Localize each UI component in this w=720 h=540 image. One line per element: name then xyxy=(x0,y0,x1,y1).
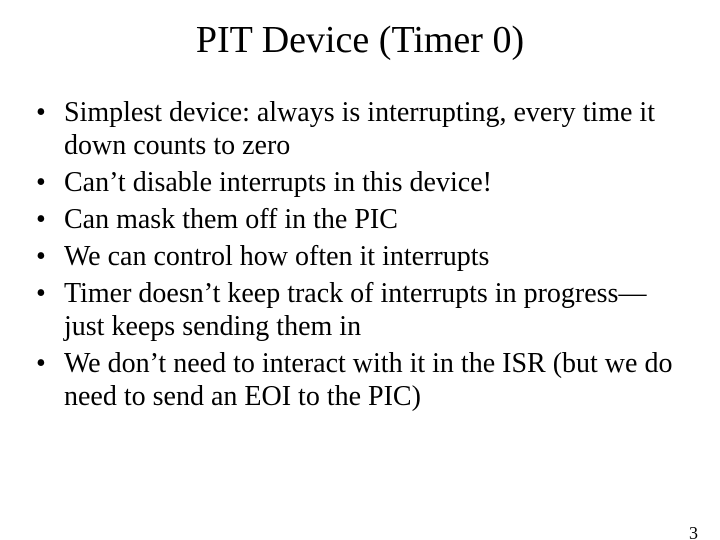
slide: PIT Device (Timer 0) Simplest device: al… xyxy=(0,18,720,540)
bullet-item: We can control how often it interrupts xyxy=(34,240,680,273)
bullet-item: Can’t disable interrupts in this device! xyxy=(34,166,680,199)
bullet-item: We don’t need to interact with it in the… xyxy=(34,347,680,413)
slide-title: PIT Device (Timer 0) xyxy=(0,18,720,62)
slide-body: Simplest device: always is interrupting,… xyxy=(0,96,720,413)
bullet-item: Timer doesn’t keep track of interrupts i… xyxy=(34,277,680,343)
bullet-list: Simplest device: always is interrupting,… xyxy=(34,96,680,413)
bullet-item: Can mask them off in the PIC xyxy=(34,203,680,236)
bullet-item: Simplest device: always is interrupting,… xyxy=(34,96,680,162)
page-number: 3 xyxy=(689,523,698,540)
